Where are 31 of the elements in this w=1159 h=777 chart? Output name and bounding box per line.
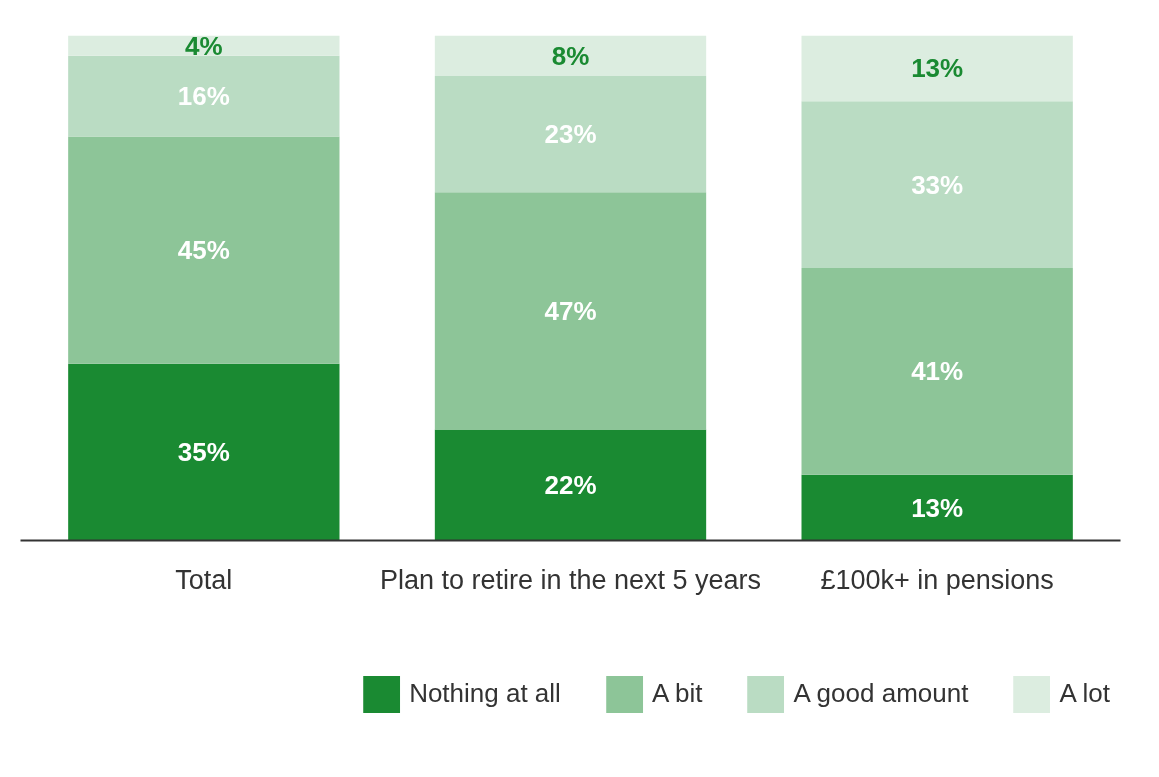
x-tick-label: £100k+ in pensions xyxy=(820,564,1054,595)
data-label: 41% xyxy=(911,356,964,387)
data-label: 33% xyxy=(911,169,964,200)
data-label: 13% xyxy=(911,53,964,84)
bar xyxy=(801,35,1073,102)
legend-label: Nothing at all xyxy=(409,678,561,709)
data-label: 23% xyxy=(544,119,597,150)
data-label: 13% xyxy=(911,492,964,523)
bar xyxy=(68,35,340,56)
x-tick-label: Plan to retire in the next 5 years xyxy=(379,564,762,595)
bar xyxy=(434,76,707,193)
bar xyxy=(801,474,1073,541)
bar xyxy=(801,101,1073,268)
legend-label: A good amount xyxy=(793,678,969,709)
legend-label: A bit xyxy=(651,678,703,709)
data-label: 16% xyxy=(177,81,230,112)
data-label: 8% xyxy=(551,40,590,71)
bar xyxy=(801,267,1073,475)
bar xyxy=(434,192,707,430)
data-label: 47% xyxy=(544,295,597,326)
data-label: 45% xyxy=(177,235,230,266)
bar xyxy=(68,55,340,137)
data-label: 4% xyxy=(185,30,223,61)
bar xyxy=(434,429,707,541)
bar xyxy=(434,35,707,77)
data-label: 22% xyxy=(544,469,597,500)
bar xyxy=(68,363,340,541)
bar xyxy=(68,136,340,364)
x-tick-label: Total xyxy=(175,564,233,595)
data-label: 35% xyxy=(177,437,230,468)
legend-label: A lot xyxy=(1059,678,1110,709)
